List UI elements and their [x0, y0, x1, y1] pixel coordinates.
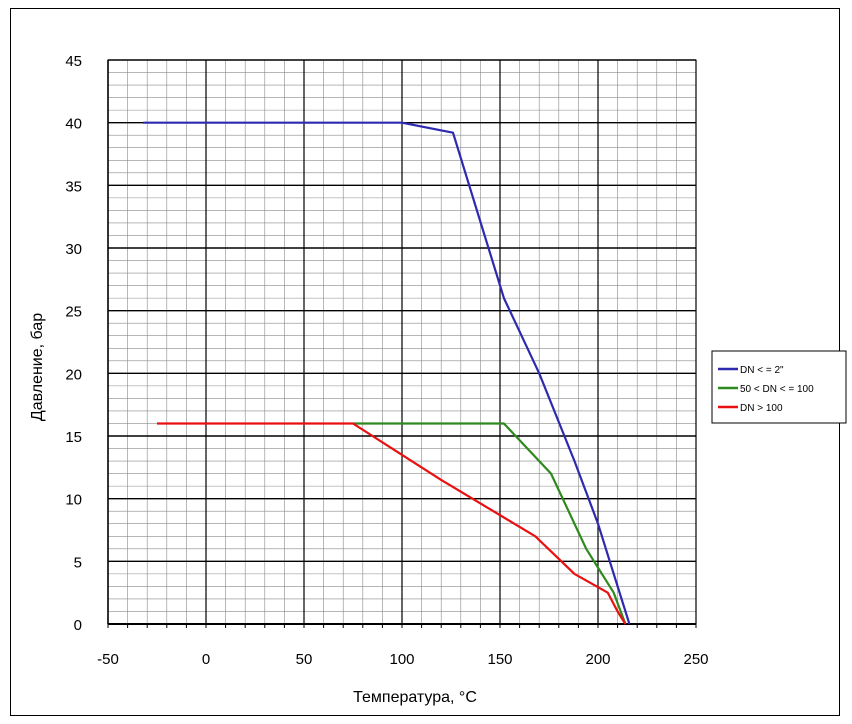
y-tick-label: 10	[65, 492, 82, 509]
series-line-1	[143, 121, 631, 625]
x-tick-label: 0	[202, 651, 210, 668]
legend: DN < = 2" 50 < DN < = 100 DN > 100	[711, 350, 847, 424]
y-tick-label: 25	[65, 304, 82, 321]
y-tick-label: 15	[65, 429, 82, 446]
y-tick-label: 0	[74, 617, 82, 634]
x-axis-ticks: -50 0 50 100 150 200 250	[97, 651, 708, 668]
y-tick-label: 5	[74, 554, 82, 571]
x-tick-label: -50	[97, 651, 119, 668]
y-axis-ticks: 0 5 10 15 20 25 30 35 40 45	[65, 53, 82, 634]
x-axis-title: Температура, °C	[353, 689, 477, 706]
y-tick-label: 20	[65, 366, 82, 383]
series-line-2	[353, 422, 627, 625]
legend-label: DN < = 2"	[740, 365, 784, 376]
y-tick-label: 40	[65, 116, 82, 133]
y-tick-label: 45	[65, 53, 82, 70]
y-tick-label: 35	[65, 178, 82, 195]
x-tick-label: 100	[389, 651, 414, 668]
legend-label: 50 < DN < = 100	[740, 384, 814, 395]
series-line-3	[157, 422, 627, 625]
x-tick-label: 150	[487, 651, 512, 668]
x-tick-label: 200	[585, 651, 610, 668]
x-tick-label: 250	[683, 651, 708, 668]
series-lines	[143, 121, 631, 625]
y-axis-title: Давление, бар	[29, 313, 46, 421]
legend-label: DN > 100	[740, 403, 783, 414]
x-tick-label: 50	[296, 651, 313, 668]
y-tick-label: 30	[65, 241, 82, 258]
